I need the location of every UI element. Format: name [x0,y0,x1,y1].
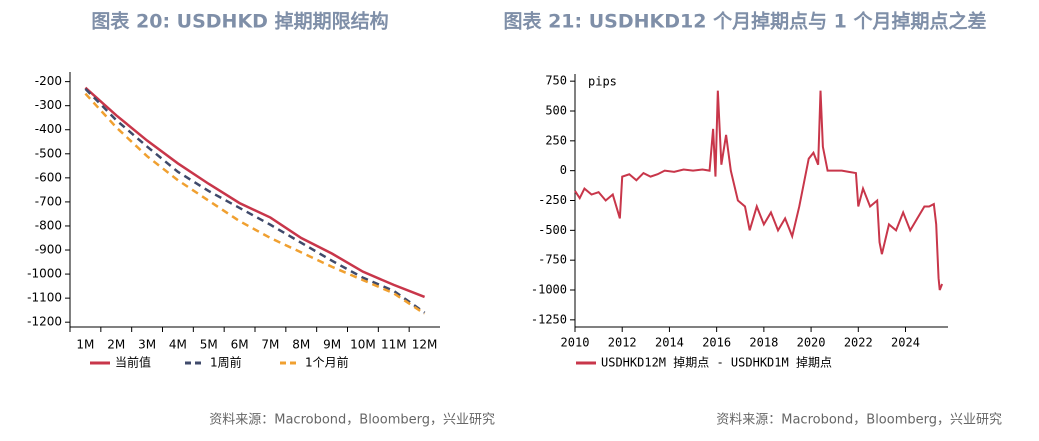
legend-label: 1个月前 [305,355,349,370]
y-tick-label: -1100 [27,291,62,305]
legend-label: 1周前 [210,355,242,370]
x-tick-label: 5M [200,338,218,352]
x-tick-label: 11M [381,338,407,352]
x-tick-label: 8M [292,338,310,352]
y-tick-label: -500 [35,146,62,160]
x-tick-label: 9M [323,338,341,352]
x-tick-label: 2020 [797,336,826,350]
y-tick-label: -1250 [531,312,567,326]
y-tick-label: 250 [545,133,567,147]
x-tick-label: 4M [169,338,187,352]
y-tick-label: -600 [35,170,62,184]
x-tick-label: 3M [138,338,156,352]
x-tick-label: 6M [231,338,249,352]
x-tick-label: 2M [107,338,125,352]
y-tick-label: 500 [545,103,567,117]
x-tick-label: 10M [350,338,376,352]
y-tick-label: -400 [35,122,62,136]
x-tick-label: 2016 [702,336,731,350]
chart-title: 图表 21: USDHKD12 个月掉期点与 1 个月掉期点之差 [503,10,986,33]
x-tick-label: 2012 [608,336,637,350]
series-line [84,86,426,299]
y-tick-label: -700 [35,194,62,208]
y-tick-label: -250 [538,193,567,207]
x-tick-label: 2024 [891,336,920,350]
series-line [84,92,426,315]
series-line [84,87,426,314]
x-tick-label: 2010 [561,336,590,350]
source: 资料来源：Macrobond，Bloomberg，兴业研究 [716,413,1002,428]
chart-title: 图表 20: USDHKD 掉期期限结构 [91,10,388,33]
y-tick-label: -500 [538,223,567,237]
y-tick-label: -1200 [27,315,62,329]
x-tick-label: 2022 [844,336,873,350]
legend-label: 当前值 [115,355,151,370]
x-tick-label: 2018 [749,336,778,350]
y-tick-label: 750 [545,74,567,88]
x-tick-label: 1M [76,338,94,352]
y-tick-label: -300 [35,98,62,112]
x-tick-label: 12M [412,338,438,352]
y-tick-label: -1000 [27,267,62,281]
y-tick-label: -1000 [531,283,567,297]
x-tick-label: 7M [261,338,279,352]
source: 资料来源：Macrobond，Bloomberg，兴业研究 [209,413,495,428]
x-tick-label: 2014 [655,336,684,350]
annotation: pips [588,75,617,89]
y-tick-label: -200 [35,74,62,88]
y-tick-label: -750 [538,253,567,267]
legend-label: USDHKD12M 掉期点 - USDHKD1M 掉期点 [601,356,832,370]
series-line [574,90,944,291]
y-tick-label: 0 [560,163,567,177]
y-tick-label: -900 [35,243,62,257]
y-tick-label: -800 [35,218,62,232]
